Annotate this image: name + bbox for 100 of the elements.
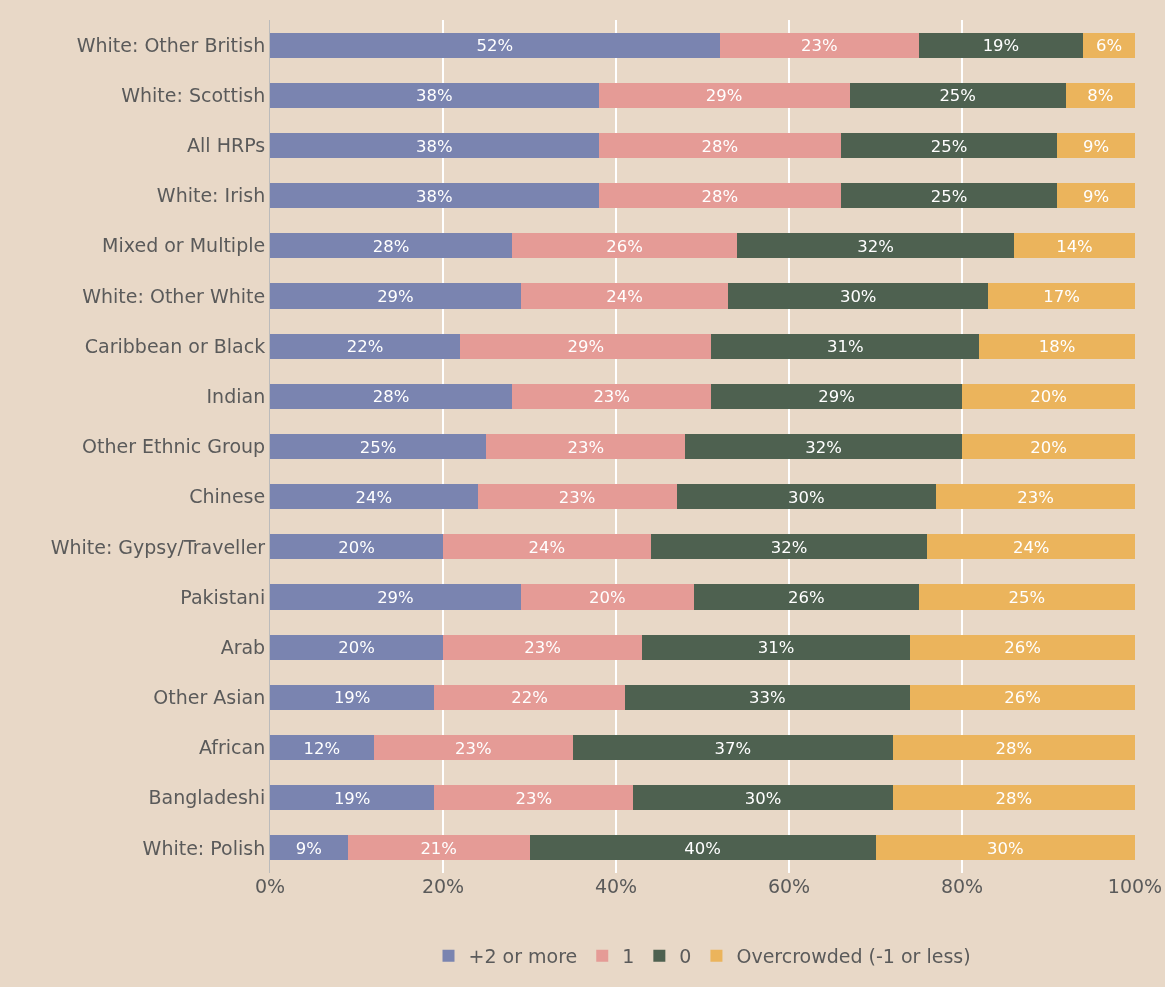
bar xyxy=(270,82,599,108)
data-label: 29% xyxy=(377,588,414,608)
bar xyxy=(892,735,1135,761)
bar xyxy=(927,534,1135,560)
bar xyxy=(693,584,919,610)
data-label: 23% xyxy=(1017,487,1054,507)
data-label: 9% xyxy=(1083,186,1110,206)
data-label: 19% xyxy=(982,36,1020,56)
bar xyxy=(477,484,677,510)
y-tick-label: Caribbean or Black xyxy=(84,334,266,357)
bar xyxy=(685,433,962,460)
bar xyxy=(598,82,850,108)
data-label: 32% xyxy=(857,236,894,256)
bar xyxy=(270,233,513,259)
y-tick-label: Other Asian xyxy=(153,686,266,709)
data-label: 33% xyxy=(749,688,786,708)
data-label: 52% xyxy=(476,36,514,56)
data-label: 6% xyxy=(1095,36,1123,56)
y-tick-label: White: Other British xyxy=(76,33,266,56)
y-tick-label: All HRPs xyxy=(187,134,266,157)
data-label: 18% xyxy=(1038,337,1076,357)
y-tick-label: Other Ethnic Group xyxy=(82,435,266,458)
bar xyxy=(918,584,1135,610)
bar xyxy=(572,735,893,761)
data-label: 23% xyxy=(515,788,553,808)
bar xyxy=(936,484,1135,510)
y-tick-label: African xyxy=(198,736,266,759)
bar xyxy=(347,835,530,861)
y-tick-label: White: Scottish xyxy=(121,83,266,106)
bar xyxy=(512,383,712,409)
data-label: 31% xyxy=(757,638,795,658)
bar xyxy=(270,634,443,660)
bar xyxy=(270,684,435,710)
bar xyxy=(711,333,980,359)
bar xyxy=(529,835,876,861)
data-label: 25% xyxy=(930,186,968,206)
bar xyxy=(270,183,599,209)
data-label: 29% xyxy=(377,287,414,307)
x-tick-label: 100% xyxy=(1107,875,1163,897)
data-label: 20% xyxy=(1030,437,1067,457)
data-label: 20% xyxy=(338,638,375,658)
y-tick-label: White: Other White xyxy=(82,284,266,307)
data-label: 8% xyxy=(1087,86,1114,106)
bar xyxy=(270,584,521,610)
bar xyxy=(270,534,443,560)
bar xyxy=(598,183,841,209)
data-label: 26% xyxy=(1004,688,1041,708)
data-label: 29% xyxy=(705,86,743,106)
bar xyxy=(270,283,521,309)
data-label: 9% xyxy=(295,838,322,858)
x-tick-label: 0% xyxy=(254,875,286,897)
bar xyxy=(711,383,962,409)
data-label: 30% xyxy=(744,788,782,808)
y-tick-label: Arab xyxy=(220,635,266,658)
bar xyxy=(910,634,1135,660)
data-label: 28% xyxy=(701,136,739,156)
bar xyxy=(737,233,1014,259)
data-label: 19% xyxy=(333,688,371,708)
y-tick-label: White: Polish xyxy=(142,836,266,859)
data-label: 30% xyxy=(788,487,825,507)
bar xyxy=(918,32,1084,58)
bar xyxy=(520,584,694,610)
data-label: 24% xyxy=(355,487,393,507)
bar xyxy=(598,132,841,158)
bar xyxy=(1057,183,1135,209)
data-label: 25% xyxy=(930,136,968,156)
data-label: 28% xyxy=(701,186,739,206)
y-tick-label: Bangladeshi xyxy=(148,786,266,809)
bar xyxy=(910,684,1135,710)
bar xyxy=(633,785,893,811)
data-label: 26% xyxy=(1004,638,1041,658)
bar xyxy=(979,333,1135,359)
data-label: 21% xyxy=(420,838,457,858)
y-tick-label: Pakistani xyxy=(180,585,266,608)
data-label: 23% xyxy=(558,487,596,507)
bar xyxy=(840,183,1058,209)
bar xyxy=(270,32,720,58)
data-label: 40% xyxy=(684,838,721,858)
bar xyxy=(624,684,911,710)
data-label: 22% xyxy=(511,688,548,708)
data-label: 23% xyxy=(593,387,630,407)
bar xyxy=(486,433,686,460)
bar xyxy=(270,785,435,811)
bar xyxy=(987,283,1135,309)
bar xyxy=(875,835,1135,861)
bar xyxy=(270,433,487,460)
data-label: 28% xyxy=(995,788,1033,808)
bar xyxy=(460,333,712,359)
bar xyxy=(849,82,1066,108)
bar xyxy=(270,132,599,158)
data-label: 29% xyxy=(567,337,605,357)
data-label: 22% xyxy=(346,337,384,357)
y-tick-label: White: Gypsy/Traveller xyxy=(50,535,266,558)
data-label: 24% xyxy=(528,537,566,557)
bar xyxy=(434,785,634,811)
bar xyxy=(892,785,1135,811)
data-label: 9% xyxy=(1083,136,1110,156)
data-label: 38% xyxy=(416,186,453,206)
bar xyxy=(641,634,911,660)
y-tick-label: Chinese xyxy=(189,485,266,508)
